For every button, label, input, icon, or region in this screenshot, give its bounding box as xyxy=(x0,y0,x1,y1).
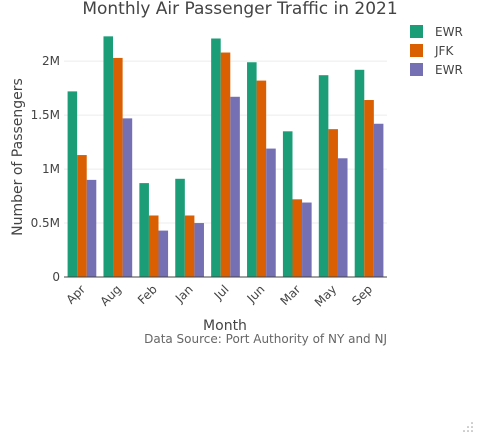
y-tick-label: 0.5M xyxy=(31,216,60,230)
y-tick-label: 1.5M xyxy=(31,108,60,122)
bar[interactable] xyxy=(158,230,169,277)
bar[interactable] xyxy=(373,123,384,277)
y-tick-label: 1M xyxy=(42,162,60,176)
y-axis-title: Number of Passengers xyxy=(10,78,26,236)
legend-swatch xyxy=(410,25,423,38)
legend[interactable]: EWR JFK EWR xyxy=(410,25,463,77)
y-tick-label: 2M xyxy=(42,54,60,68)
legend-label: EWR xyxy=(435,25,463,39)
y-tick-label: 0 xyxy=(52,270,60,284)
bars xyxy=(67,36,384,278)
bar[interactable] xyxy=(292,199,303,277)
x-tick-label: Jul xyxy=(211,282,232,303)
bar[interactable] xyxy=(77,155,87,277)
legend-label: JFK xyxy=(434,44,454,58)
bar[interactable] xyxy=(113,57,123,277)
x-tick-label: Aug xyxy=(97,282,123,308)
legend-item[interactable]: JFK xyxy=(410,44,454,58)
legend-swatch xyxy=(410,44,423,57)
bar[interactable] xyxy=(337,158,348,277)
data-source-annotation: Data Source: Port Authority of NY and NJ xyxy=(144,332,387,346)
bar[interactable] xyxy=(139,183,149,277)
bar[interactable] xyxy=(103,36,114,278)
x-axis-title: Month xyxy=(203,318,247,334)
bar[interactable] xyxy=(184,215,195,277)
legend-item[interactable]: EWR xyxy=(410,25,463,39)
resize-handle-icon[interactable] xyxy=(463,422,473,432)
bar[interactable] xyxy=(148,215,159,277)
x-tick-label: Jan xyxy=(172,282,196,306)
x-tick-label: Mar xyxy=(277,282,303,308)
bar[interactable] xyxy=(354,69,365,277)
x-tick-label: Feb xyxy=(135,282,160,307)
bar[interactable] xyxy=(86,179,97,277)
bar[interactable] xyxy=(67,91,78,277)
x-tick-label: May xyxy=(312,282,339,309)
x-tick-label: Apr xyxy=(63,282,88,307)
legend-swatch xyxy=(410,63,423,76)
x-tick-label: Sep xyxy=(349,282,375,308)
bar[interactable] xyxy=(247,62,257,277)
bar[interactable] xyxy=(230,96,240,277)
bar[interactable] xyxy=(211,38,221,277)
bar[interactable] xyxy=(122,118,133,277)
bar[interactable] xyxy=(282,131,293,277)
legend-label: EWR xyxy=(435,63,463,77)
y-tick-labels: 0 0.5M 1M 1.5M 2M xyxy=(31,54,60,284)
bar[interactable] xyxy=(175,178,185,277)
chart-title: Monthly Air Passenger Traffic in 2021 xyxy=(82,0,397,19)
legend-item[interactable]: EWR xyxy=(410,63,463,77)
x-tick-labels: Apr Aug Feb Jan Jul Jun Mar May Sep xyxy=(63,282,375,309)
bar[interactable] xyxy=(220,52,231,278)
bar[interactable] xyxy=(328,129,338,277)
bar[interactable] xyxy=(318,75,329,277)
bar[interactable] xyxy=(364,100,374,278)
bar[interactable] xyxy=(302,202,312,277)
bar[interactable] xyxy=(256,80,267,277)
bar[interactable] xyxy=(266,148,276,277)
bar[interactable] xyxy=(194,223,204,277)
x-tick-label: Jun xyxy=(244,282,268,306)
